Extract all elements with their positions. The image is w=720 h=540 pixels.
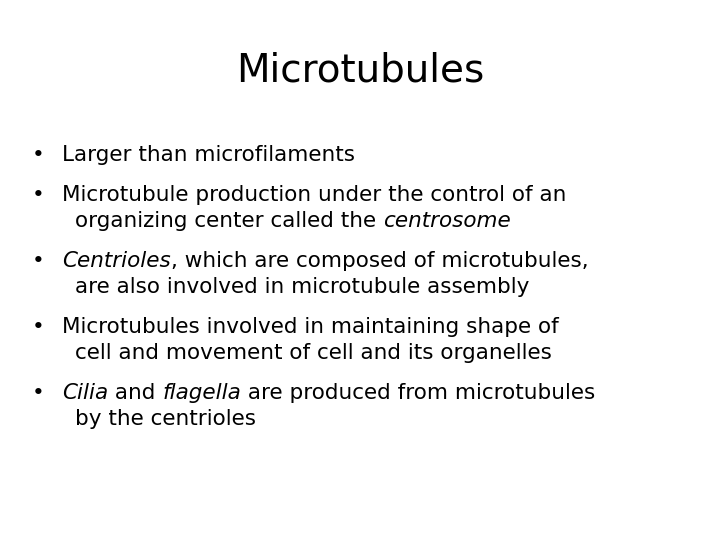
Text: Cilia: Cilia [62,383,108,403]
Text: , which are composed of microtubules,: , which are composed of microtubules, [171,251,588,271]
Text: Microtubules involved in maintaining shape of: Microtubules involved in maintaining sha… [62,317,559,337]
Text: Microtubule production under the control of an: Microtubule production under the control… [62,185,567,205]
Text: are also involved in microtubule assembly: are also involved in microtubule assembl… [75,277,529,297]
Text: cell and movement of cell and its organelles: cell and movement of cell and its organe… [75,343,552,363]
Text: by the centrioles: by the centrioles [75,409,256,429]
Text: are produced from microtubules: are produced from microtubules [241,383,595,403]
Text: •: • [32,185,45,205]
Text: organizing center called the: organizing center called the [75,211,383,231]
Text: •: • [32,251,45,271]
Text: Centrioles: Centrioles [62,251,171,271]
Text: centrosome: centrosome [383,211,510,231]
Text: •: • [32,145,45,165]
Text: and: and [108,383,163,403]
Text: •: • [32,383,45,403]
Text: Larger than microfilaments: Larger than microfilaments [62,145,355,165]
Text: Microtubules: Microtubules [236,52,484,90]
Text: flagella: flagella [163,383,241,403]
Text: •: • [32,317,45,337]
